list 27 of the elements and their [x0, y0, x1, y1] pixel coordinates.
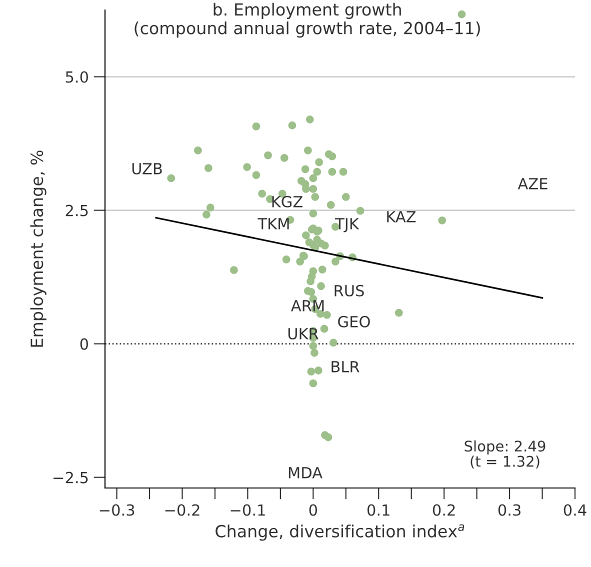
y-tick-label: −2.5: [54, 472, 88, 484]
y-tick-label: 0: [80, 338, 88, 350]
x-tick-label: 0: [309, 504, 318, 516]
x-axis-title: Change, diversification index$^{a}$: [216, 524, 464, 541]
annotation: AZE: [518, 178, 548, 190]
x-tick-label: 0.1: [367, 504, 390, 516]
annotation: TKM: [258, 218, 289, 230]
y-axis-title: Employment change, %: [30, 150, 46, 347]
x-tick-label: −0.2: [165, 504, 200, 516]
annotation: Slope: 2.49 (t = 1.32): [464, 440, 546, 469]
annotation: BLR: [332, 361, 360, 372]
x-tick-label: 0.4: [564, 504, 586, 516]
annotation: MDA: [288, 467, 322, 478]
y-tick-label: 2.5: [66, 204, 88, 216]
x-tick-label: −0.1: [230, 504, 265, 516]
annotation: TJK: [335, 218, 360, 232]
annotation: KAZ: [387, 211, 416, 222]
y-tick-label: 5.0: [66, 71, 88, 83]
chart-title: b. Employment growth (compound annual growth rate, 2004–11): [134, 2, 480, 38]
annotation: UZB: [132, 163, 162, 174]
annotation: KGZ: [272, 196, 302, 208]
annotation: RUS: [334, 284, 364, 296]
annotation: ARM: [290, 300, 324, 312]
x-tick-label: 0.3: [498, 504, 520, 516]
x-tick-label: −0.3: [100, 504, 134, 516]
annotation: GEO: [338, 316, 370, 328]
x-tick-label: 0.2: [432, 504, 455, 516]
